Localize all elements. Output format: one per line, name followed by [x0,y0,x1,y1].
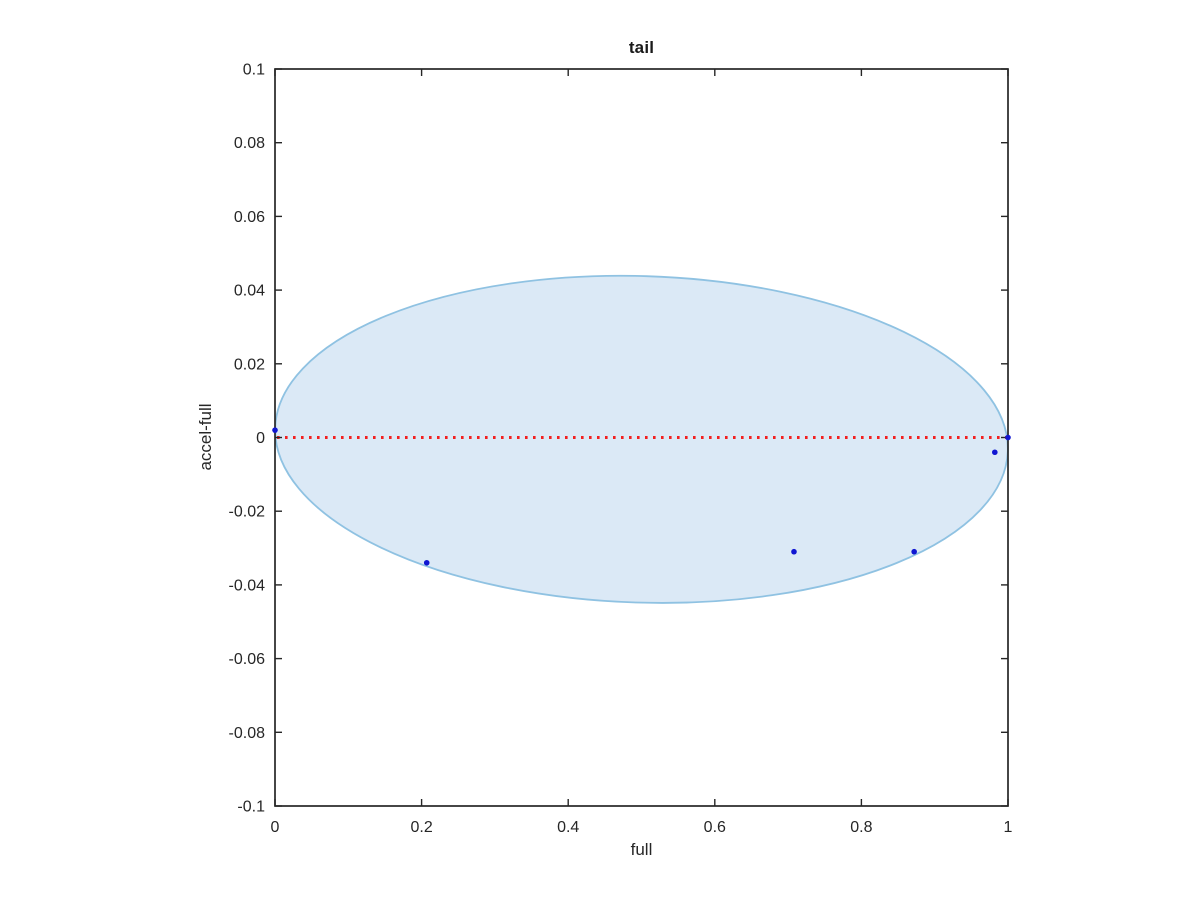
y-tick-label: 0 [256,430,265,447]
x-axis-label: full [630,840,653,859]
y-tick-label: 0.08 [234,135,265,152]
data-point [272,427,278,433]
x-tick-label: 0.8 [850,819,872,836]
x-tick-label: 1 [1004,819,1013,836]
y-tick-label: -0.08 [229,725,266,742]
data-point [423,559,430,566]
x-tick-label: 0.4 [557,819,579,836]
y-tick-label: -0.02 [229,504,266,521]
y-tick-label: -0.06 [229,651,266,668]
data-point [791,548,797,555]
data-point [992,449,998,456]
shaded-confidence-region [274,274,1009,604]
chart-title: tail [628,38,655,57]
x-tick-label: 0 [271,819,280,836]
data-point [1005,434,1011,441]
data-point [911,548,917,555]
x-tick-label: 0.2 [410,819,432,836]
y-tick-label: -0.04 [229,577,266,594]
y-tick-label: 0.1 [243,62,265,79]
y-tick-label: -0.1 [237,799,265,816]
y-tick-label: 0.06 [234,209,265,226]
y-tick-label: 0.02 [234,356,265,373]
y-tick-label: 0.04 [234,283,265,300]
x-tick-label: 0.6 [704,819,726,836]
